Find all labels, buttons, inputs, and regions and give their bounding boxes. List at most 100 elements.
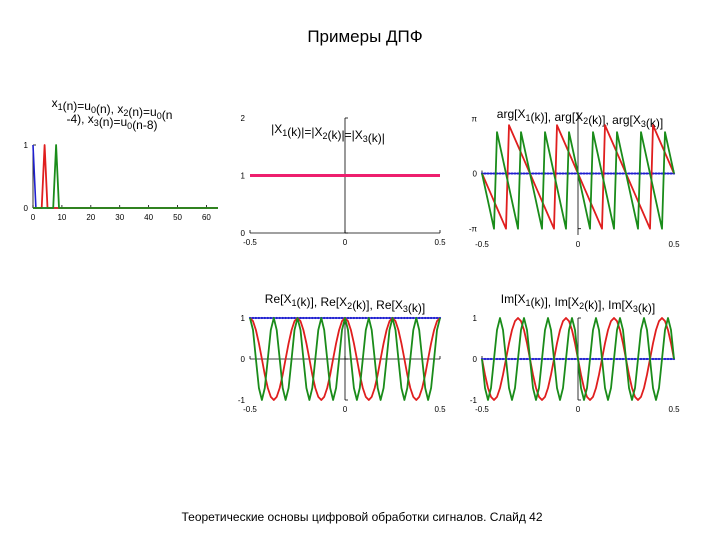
series-point-x1 [534, 357, 538, 361]
series-point-x1 [615, 357, 619, 361]
slide-title: Примеры ДПФ [307, 27, 422, 46]
series-point-x1 [543, 357, 547, 361]
series-point-x1 [573, 172, 577, 175]
series-point-x1 [609, 357, 613, 361]
series-point-x1 [561, 172, 565, 175]
series-point-x1 [531, 172, 535, 175]
x-tick-label: 0 [576, 240, 581, 249]
x-tick-label: 0.5 [668, 240, 680, 249]
series-point-x1 [612, 172, 616, 175]
series-point-x1 [397, 316, 400, 320]
series-point-x1 [376, 316, 379, 320]
series-point-x1 [435, 316, 439, 320]
chart-title-part: 2 [347, 301, 352, 311]
chart-title-part: (n [162, 108, 173, 122]
y-tick-label: 1 [473, 314, 478, 323]
series-point-x1 [573, 357, 577, 361]
chart-title-part: (k)] [408, 301, 425, 315]
series-point-x1 [358, 316, 361, 320]
x-tick-label: 20 [86, 213, 95, 222]
chart-re: -101-0.5 0 0.5Re[X1(k)], Re[X2(k)], Re[X3(… [238, 292, 446, 414]
series-point-x1 [495, 357, 499, 361]
x-tick-label: 0.5 [434, 405, 446, 414]
chart-title-part: arg[X [497, 107, 526, 121]
series-point-x1 [522, 172, 526, 175]
series-point-x1 [361, 316, 364, 320]
series-point-x1 [657, 357, 661, 361]
series-point-x1 [585, 172, 589, 175]
series-point-x1 [260, 316, 263, 320]
x-tick-label: 0 [576, 405, 581, 414]
chart-title-part: (k)], Im[X [530, 295, 579, 309]
series-point-x1 [666, 172, 670, 175]
y-tick-label: 2 [241, 114, 246, 123]
series-point-x1 [257, 316, 260, 320]
series-point-x1 [633, 357, 637, 361]
series-point-x1 [567, 357, 571, 361]
chart-title-part: |X [271, 122, 282, 136]
chart-title: -4), x3(n)=u0(n-8) [66, 112, 157, 132]
y-tick-label: -π [469, 225, 478, 234]
chart-title-part: (k)| [368, 131, 385, 145]
series-point-x1 [603, 357, 607, 361]
series-point-x1 [338, 316, 341, 320]
series-point-x1 [531, 357, 535, 361]
chart-title-part: -4), [66, 112, 87, 126]
series-point-x1 [669, 357, 673, 361]
series-point-x1 [666, 357, 670, 361]
series-point-x1 [654, 172, 658, 175]
series-point-x1 [630, 172, 634, 175]
x-tick-label: 0.5 [668, 405, 680, 414]
series-point-x1 [385, 316, 388, 320]
series-line-x3 [249, 317, 441, 401]
y-tick-label: -1 [238, 396, 246, 405]
chart-title: |X1(k)|=|X2(k)|=|X3(k)| [271, 122, 385, 145]
x-tick-label: 10 [57, 213, 66, 222]
chart-title-part: (n-8) [132, 118, 157, 132]
series-point-x1 [314, 316, 317, 320]
series-point-x1 [501, 357, 505, 361]
chart-title-part: x [88, 112, 94, 126]
series-point-x1 [308, 316, 311, 320]
series-point-x1 [311, 316, 314, 320]
series-point-x1 [352, 316, 355, 320]
series-point-x1 [621, 172, 625, 175]
series-point-x1 [305, 316, 308, 320]
x-tick-label: -0.5 [475, 405, 489, 414]
series-point-x1 [278, 316, 281, 320]
slide-footer: Теоретические основы цифровой обработки … [181, 510, 542, 524]
series-point-x1 [669, 172, 673, 175]
series-point-x1 [489, 172, 493, 175]
series-point-x1 [558, 172, 562, 175]
series-point-x1 [409, 316, 412, 320]
chart-mag: 012-0.5 0 0.5|X1(k)|=|X2(k)|=|X3(k)| [241, 114, 447, 247]
y-tick-label: 0 [473, 170, 478, 179]
series-point-x1 [663, 357, 667, 361]
series-point-x1 [299, 316, 302, 320]
series-point-x1 [254, 316, 257, 320]
series-point-x1 [627, 357, 631, 361]
x-tick-label: 30 [115, 213, 124, 222]
series-point-x1 [263, 316, 266, 320]
chart-title-part: 0 [127, 121, 132, 131]
series-point-x1 [537, 357, 541, 361]
series-point-x1 [654, 357, 658, 361]
series-point-x1 [579, 357, 583, 361]
series-point-x1 [400, 316, 403, 320]
series-point-x1 [394, 316, 397, 320]
series-line-x1 [32, 144, 218, 209]
series-point-x1 [636, 172, 640, 175]
chart-title-part: (k)|=|X [328, 128, 363, 142]
series-point-x1 [645, 357, 649, 361]
x-tick-label: -0.5 [243, 405, 257, 414]
series-point-x1 [486, 172, 490, 175]
series-point-x1 [418, 316, 421, 320]
series-point-x1 [421, 316, 424, 320]
series-point-x1 [570, 357, 574, 361]
series-point-x1 [555, 357, 559, 361]
series-point-x1 [430, 316, 433, 320]
series-point-x1 [618, 357, 622, 361]
y-tick-label: 1 [24, 141, 29, 150]
